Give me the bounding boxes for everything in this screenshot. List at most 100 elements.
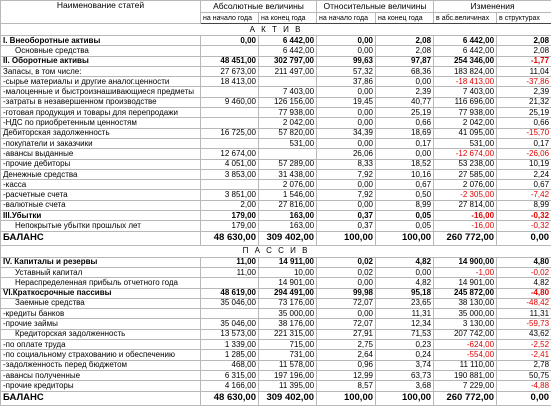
cell: 100,00: [316, 230, 377, 246]
table-row: -прочие кредиторы 4 166,00 11 395,00 8,57 3,…: [0, 380, 551, 392]
cell: 2,39: [375, 86, 435, 98]
cell: 2 042,00: [257, 117, 318, 129]
row-label: Непокрытые убытки прошлых лет: [0, 220, 201, 232]
cell: 245 872,00: [433, 287, 498, 299]
row-label: Уставный капитал: [0, 266, 201, 279]
cell: 48 451,00: [200, 55, 259, 67]
cell: 2,24: [496, 168, 551, 181]
cell: -16,00: [433, 210, 498, 222]
cell: [257, 76, 318, 88]
table-row: -покупатели и заказчики 531,00 0,00 0,17 531…: [0, 137, 551, 150]
cell: 8,99: [496, 199, 551, 212]
cell: 6 442,00: [257, 45, 318, 57]
cell: -624,00: [433, 339, 498, 351]
cell: 2 076,00: [433, 179, 498, 191]
row-label: -авансы полученные: [0, 369, 201, 382]
cell: 38 130,00: [433, 297, 498, 310]
cell: -0,32: [496, 210, 551, 222]
cell: 77 938,00: [257, 107, 318, 119]
table-row: Нераспределенная прибыль отчетного года 1…: [0, 277, 551, 289]
row-label: -прочие займы: [0, 318, 201, 330]
cell: 35 046,00: [200, 297, 259, 310]
cell: 309 402,00: [257, 230, 318, 246]
cell: -16,00: [433, 220, 498, 232]
row-label: -касса: [0, 179, 201, 191]
cell: 18,52: [375, 158, 435, 170]
cell: 0,05: [375, 220, 435, 232]
cell: 18,69: [375, 127, 435, 139]
cell: 63,73: [375, 369, 435, 382]
cell: 100,00: [375, 390, 435, 406]
cell: 19,45: [316, 96, 377, 109]
cell: 4,82: [375, 256, 435, 268]
cell: 468,00: [200, 359, 259, 371]
cell: 0,17: [375, 137, 435, 150]
cell: 18 413,00: [200, 76, 259, 88]
cell: 0,00: [316, 117, 377, 129]
row-label: -прочие дебиторы: [0, 158, 201, 170]
header-cell: Абсолютные величины: [199, 0, 318, 13]
header-cell: Изменения: [433, 0, 551, 13]
cell: 0,00: [316, 277, 377, 289]
table-row: -по социальному страхованию и обеспечени…: [0, 349, 551, 361]
cell: -59,73: [496, 318, 551, 330]
cell: 35 000,00: [433, 308, 498, 320]
table-row: -валютные счета 2,00 27 816,00 0,00 8,99 27 8…: [0, 199, 551, 212]
row-label: Кредиторская задолженность: [0, 328, 201, 341]
section-title: А К Т И В: [0, 23, 551, 36]
cell: 27 673,00: [200, 65, 259, 78]
cell: -4,80: [496, 287, 551, 299]
cell: 11,04: [496, 65, 551, 78]
table-row: -расчетные счета 3 851,00 1 546,00 7,92 0,50…: [0, 189, 551, 201]
cell: 14 901,00: [433, 277, 498, 289]
cell: 179,00: [200, 210, 259, 222]
cell: 48 630,00: [200, 390, 259, 406]
section-title: П А С С И В: [0, 244, 551, 258]
cell: 0,96: [316, 359, 377, 371]
cell: 6 442,00: [433, 34, 498, 47]
cell: 4,82: [496, 277, 551, 289]
cell: [200, 308, 259, 320]
cell: 715,00: [257, 339, 318, 351]
cell: 95,18: [375, 287, 435, 299]
cell: 0,00: [375, 266, 435, 279]
table-row: -малоценные и быстроизнашивающиеся предм…: [0, 86, 551, 98]
cell: 97,87: [375, 55, 435, 67]
cell: 14 901,00: [257, 277, 318, 289]
cell: 260 772,00: [433, 390, 498, 406]
cell: 7,92: [316, 168, 377, 181]
cell: 3 853,00: [200, 168, 259, 181]
cell: 10,19: [496, 158, 551, 170]
row-label: БАЛАНС: [0, 390, 201, 406]
cell: -1,00: [433, 266, 498, 279]
cell: -48,42: [496, 297, 551, 310]
cell: 12 674,00: [200, 148, 259, 160]
cell: 0,00: [316, 199, 377, 212]
cell: 2,08: [496, 45, 551, 57]
cell: [200, 137, 259, 150]
row-label: -готовая продукция и товары для перепрод…: [0, 107, 201, 119]
cell: 197 196,00: [257, 369, 318, 382]
cell: 100,00: [375, 230, 435, 246]
row-label: -НДС по приобретенным ценностям: [0, 117, 201, 129]
cell: 10,00: [257, 266, 318, 279]
cell: 77 938,00: [433, 107, 498, 119]
table-row: -задолженность перед бюджетом 468,00 11 57…: [0, 359, 551, 371]
cell: 260 772,00: [433, 230, 498, 246]
cell: 0,66: [375, 117, 435, 129]
cell: 0,17: [496, 137, 551, 150]
cell: [200, 179, 259, 191]
table-row: -касса 2 076,00 0,00 0,67 2 076,00 0,67: [0, 179, 551, 191]
cell: 531,00: [257, 137, 318, 150]
cell: 1 339,00: [200, 339, 259, 351]
cell: 0,00: [316, 137, 377, 150]
cell: 6 442,00: [257, 34, 318, 47]
cell: [200, 86, 259, 98]
cell: 254 346,00: [433, 55, 498, 67]
cell: 0,00: [496, 390, 551, 406]
cell: 0,02: [316, 266, 377, 279]
row-label: Запасы, в том числе:: [0, 65, 201, 78]
cell: 12,34: [375, 318, 435, 330]
cell: 27 814,00: [433, 199, 498, 212]
table-row: -авансы выданные 12 674,00 26,06 0,00 -12 67…: [0, 148, 551, 160]
